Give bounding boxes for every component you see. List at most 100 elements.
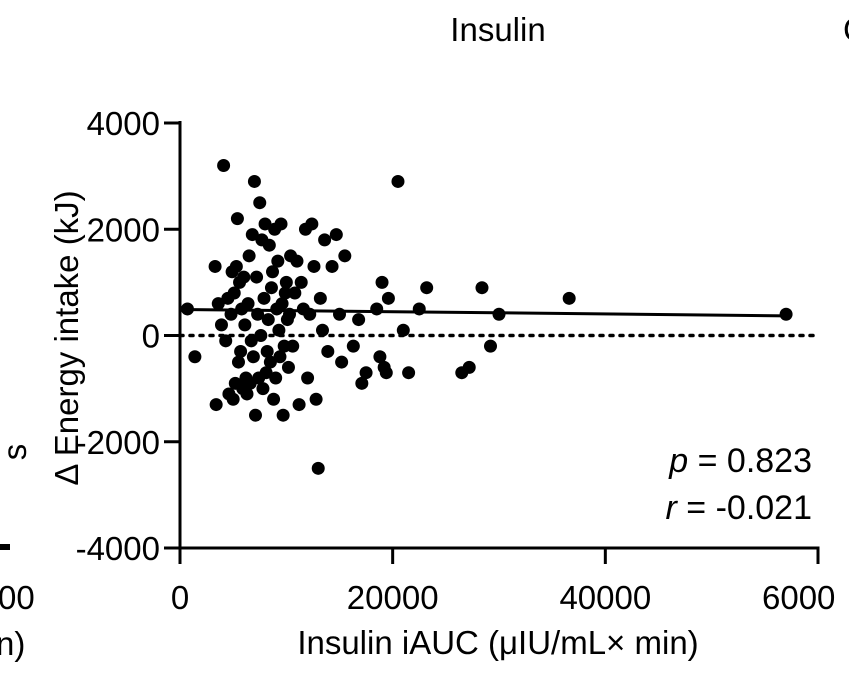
chart-title: Insulin — [450, 11, 545, 48]
left-panel-tick-label: 00 — [0, 579, 35, 616]
data-point — [241, 297, 255, 311]
data-point — [246, 350, 260, 364]
data-point — [180, 302, 194, 316]
data-point — [305, 217, 319, 231]
r-value-annotation: r = -0.021 — [666, 489, 812, 527]
data-point — [325, 259, 339, 273]
y-axis-label: Δ Energy intake (kJ) — [48, 190, 85, 485]
data-point — [250, 270, 264, 284]
x-tick-label: 6000 — [762, 579, 835, 616]
data-point — [412, 302, 426, 316]
data-point — [237, 270, 251, 284]
data-point — [375, 275, 389, 289]
data-point — [219, 334, 233, 348]
data-point — [259, 366, 273, 380]
left-panel-axis-fragment — [0, 544, 10, 550]
data-point — [254, 329, 268, 342]
r-value-text: = -0.021 — [677, 489, 812, 527]
data-point — [290, 254, 304, 268]
data-point — [346, 339, 360, 353]
data-point — [224, 307, 238, 321]
data-point — [379, 366, 393, 380]
data-point — [370, 302, 384, 316]
data-point — [279, 275, 293, 289]
data-point — [402, 366, 416, 380]
data-point — [355, 376, 369, 390]
data-point — [359, 366, 373, 380]
data-point — [258, 217, 272, 231]
data-point — [269, 371, 283, 385]
data-point — [381, 291, 395, 305]
data-point — [247, 174, 261, 188]
data-point — [260, 344, 274, 358]
partial-left-panel: 00 n) s — [0, 444, 35, 662]
data-point — [335, 355, 349, 369]
data-point — [275, 297, 289, 311]
y-tick-label: -2000 — [76, 424, 160, 461]
r-value-symbol: r — [666, 489, 679, 527]
data-point — [227, 286, 241, 300]
data-point — [281, 360, 295, 374]
data-point — [311, 461, 325, 475]
data-point — [211, 297, 225, 311]
data-point — [251, 307, 265, 321]
data-point — [229, 259, 243, 273]
data-point — [234, 344, 248, 358]
data-point — [475, 281, 489, 295]
data-point — [242, 249, 256, 263]
data-point — [294, 275, 308, 289]
data-point — [272, 323, 286, 337]
data-point — [266, 265, 280, 279]
data-point — [315, 323, 329, 337]
data-point — [338, 249, 352, 263]
data-point — [286, 339, 300, 353]
data-point — [238, 318, 252, 332]
data-point — [256, 382, 270, 396]
data-point — [420, 281, 434, 295]
data-point — [301, 371, 315, 385]
data-point — [288, 286, 302, 300]
data-point — [273, 350, 287, 364]
data-point — [209, 398, 223, 412]
data-point — [309, 392, 323, 406]
data-point — [492, 307, 506, 321]
data-point — [278, 286, 292, 300]
x-axis-label: Insulin iAUC (μIU/mL× min) — [297, 624, 698, 661]
x-tick-label: 40000 — [559, 579, 651, 616]
p-value-text: = 0.823 — [688, 442, 812, 480]
data-point — [779, 307, 793, 321]
data-point — [263, 355, 277, 369]
data-point — [253, 196, 267, 210]
y-tick-label: 2000 — [87, 211, 160, 248]
left-panel-ylabel: s — [0, 444, 33, 461]
data-point — [226, 392, 240, 406]
data-point — [267, 392, 281, 406]
data-point — [244, 334, 258, 348]
data-point — [562, 291, 576, 305]
data-point — [292, 398, 306, 412]
data-point — [240, 387, 254, 401]
data-point — [208, 259, 222, 273]
data-point — [217, 159, 231, 172]
right-panel-letter: C — [843, 11, 849, 48]
data-point — [188, 350, 202, 364]
x-tick-label: 0 — [171, 579, 189, 616]
data-point — [483, 339, 497, 353]
p-value-annotation: p = 0.823 — [668, 442, 812, 480]
data-point — [257, 291, 271, 305]
data-point — [391, 174, 405, 188]
y-tick-label: 4000 — [87, 105, 160, 142]
data-point — [274, 217, 288, 231]
data-point — [313, 291, 327, 305]
data-point — [333, 307, 346, 321]
data-point — [231, 355, 245, 369]
data-point — [245, 228, 259, 242]
data-point — [283, 307, 297, 321]
data-point — [264, 281, 278, 295]
data-point — [271, 254, 285, 268]
y-tick-label: -4000 — [76, 530, 160, 567]
data-point — [303, 307, 317, 321]
p-value-symbol: p — [668, 442, 688, 480]
data-point — [321, 344, 335, 358]
